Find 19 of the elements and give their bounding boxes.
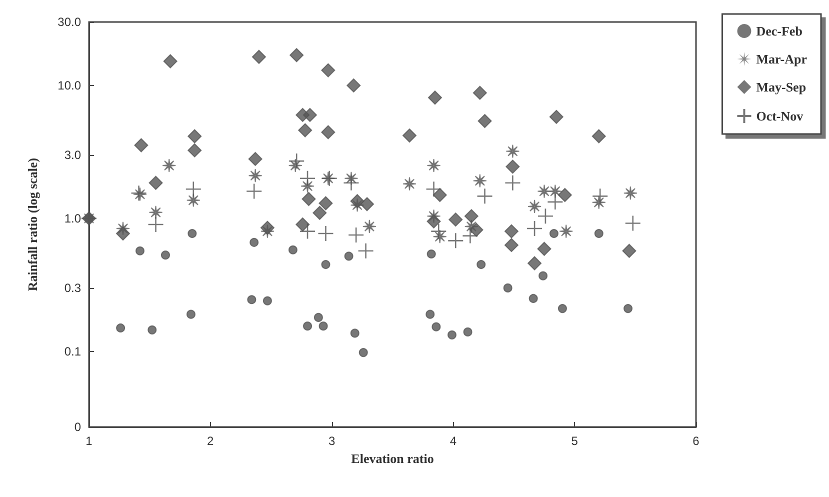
legend-label: Oct-Nov [756, 108, 804, 124]
legend-label: May-Sep [756, 80, 806, 94]
y-tick-label: 0.3 [64, 280, 82, 295]
x-tick-label: 6 [692, 434, 700, 448]
legend-label: Mar-Apr [756, 52, 808, 66]
x-tick-label: 1 [86, 434, 93, 448]
x-tick-label: 2 [207, 434, 214, 448]
legend-label: Dec-Feb [756, 24, 802, 38]
y-tick-label: 30.0 [58, 15, 82, 29]
y-axis-title: Rainfall ratio (log scale) [25, 158, 40, 292]
y-tick-label: 3.0 [64, 148, 82, 162]
y-tick-label: 1.0 [64, 211, 82, 226]
y-tick-label: 0.1 [64, 344, 82, 358]
x-tick-label: 3 [328, 434, 336, 448]
x-axis-title: Elevation ratio [351, 450, 434, 466]
x-tick-label: 4 [450, 434, 457, 448]
y-tick-label: 0 [74, 420, 82, 434]
x-tick-label: 5 [571, 434, 578, 448]
y-tick-label: 10.0 [58, 78, 82, 92]
